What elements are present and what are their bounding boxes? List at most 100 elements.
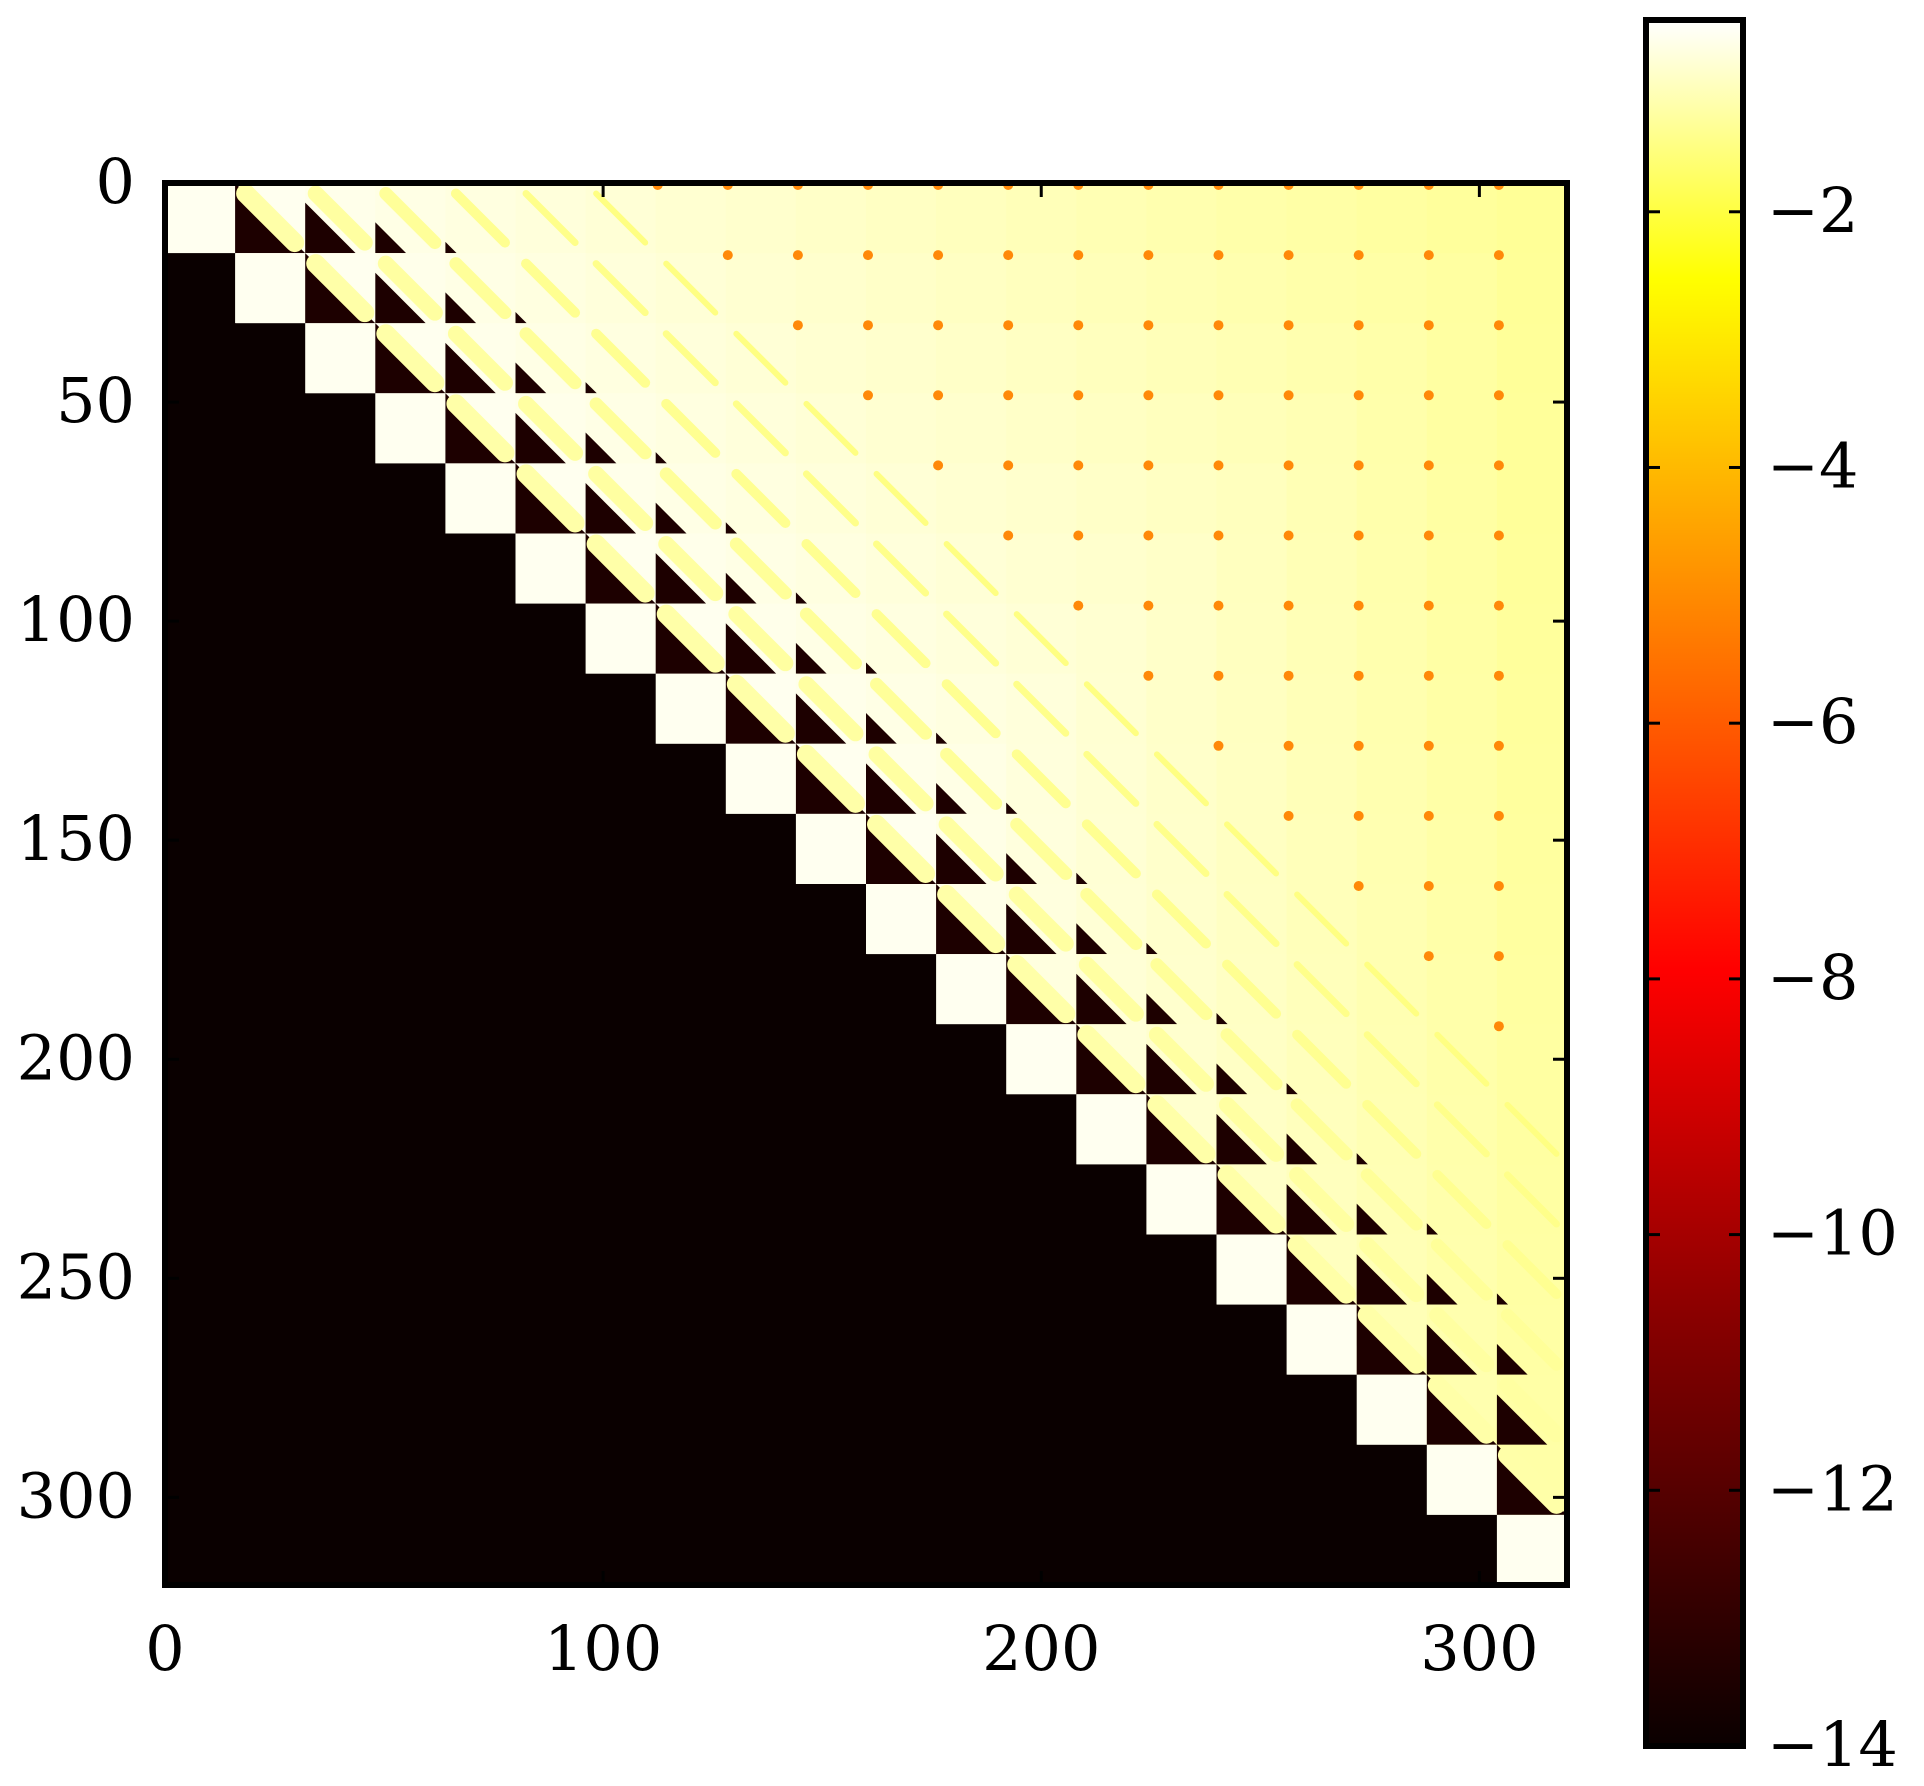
heatmap-cell [515,673,587,745]
heatmap-cell [375,884,446,955]
heatmap-cell [375,743,446,815]
heatmap-cell [655,1374,727,1446]
heatmap-cell [936,1444,1007,1516]
heatmap-cell-dark-triangle [936,732,948,744]
heatmap-cell [165,253,236,324]
heatmap-cell-stripe [306,254,375,323]
heatmap-cell [1076,393,1147,464]
heatmap-cell [235,954,306,1025]
y-tick-label: 50 [56,364,135,437]
heatmap-cell-corner [1353,320,1364,331]
heatmap-cell-stripe [803,400,859,456]
heatmap-cell-stripe [593,190,649,246]
heatmap-cell [235,1164,306,1236]
heatmap-cell [165,393,236,464]
y-tick-label: 100 [17,583,135,656]
heatmap-cell-stripe [873,540,930,597]
heatmap-cell-corner [1493,951,1504,962]
colorbar-tick-label: −12 [1767,1452,1898,1525]
heatmap-cell [1496,253,1568,324]
heatmap-cell-corner [1493,530,1504,541]
heatmap-cell-stripe [1147,1095,1216,1164]
heatmap-cell [515,1094,587,1165]
heatmap-cell [1286,463,1358,535]
heatmap-cell [165,884,236,955]
heatmap-cell-corner [1353,250,1364,261]
heatmap-cell [795,1234,867,1306]
heatmap-cell-dark-triangle [725,623,777,674]
heatmap-cell [1216,323,1288,394]
heatmap-cell [795,1514,867,1586]
heatmap-cell [1426,884,1498,955]
heatmap-cell [1496,183,1568,254]
heatmap-cell [375,1234,446,1306]
heatmap-cell-stripe [1364,961,1420,1017]
heatmap-cell [515,1304,587,1376]
heatmap-cell [866,954,937,1025]
heatmap-cell [1006,533,1077,605]
heatmap-cell-stripe [236,184,305,253]
heatmap-cell-dark-triangle [655,452,667,464]
heatmap-cell-corner [1353,390,1364,401]
heatmap-cell-stripe [307,185,373,251]
heatmap-cell [1146,1374,1218,1446]
heatmap-cell-dark-triangle [866,763,917,814]
heatmap-cell [795,1164,867,1236]
heatmap-cell [165,743,236,815]
heatmap-cell [375,1094,446,1165]
heatmap-cell [1146,253,1218,324]
heatmap-cell [235,1234,306,1306]
heatmap-cell [725,1164,797,1236]
heatmap-cell [1076,533,1147,605]
heatmap-cell [725,1444,797,1516]
heatmap-cell [1356,1514,1428,1586]
heatmap-cell [305,323,376,394]
heatmap-cell [235,743,306,815]
heatmap-cell [515,1374,587,1446]
heatmap-cell [445,533,517,605]
heatmap-cell [305,463,376,535]
heatmap-cell [725,1234,797,1306]
heatmap-cell [866,1514,937,1586]
heatmap-cell [1356,743,1428,815]
heatmap-cell-stripe [1360,1168,1423,1231]
heatmap-cell-corner [1493,390,1504,401]
heatmap-cell [1426,183,1498,254]
heatmap-cell [866,1234,937,1306]
heatmap-cell-stripe [1362,1099,1422,1159]
heatmap-cell-stripe [938,816,1004,882]
heatmap-cell-stripe [798,676,864,742]
heatmap-cell-dark-triangle [585,382,597,394]
heatmap-cell-dark-triangle [1356,1254,1408,1305]
heatmap-cell [235,1094,306,1165]
heatmap-cell [1146,603,1218,675]
heatmap-cell [585,813,657,885]
heatmap-cell-corner [1213,600,1224,611]
heatmap-cell [1146,533,1218,605]
heatmap-cell-stripe [943,610,1000,667]
heatmap-cell [585,743,657,815]
heatmap-cell-corner [933,460,944,471]
heatmap-cell [1006,1094,1077,1165]
heatmap-cell-corner [1283,600,1294,611]
heatmap-cell-dark-triangle [1076,923,1108,955]
heatmap-cell [235,1374,306,1446]
heatmap-cell [866,183,937,254]
heatmap-cell-dark-triangle [795,642,827,674]
heatmap-cell-stripe [1220,1028,1283,1091]
heatmap-cell-corner [1213,250,1224,261]
heatmap-cell [936,1024,1007,1095]
heatmap-cell-corner [1213,530,1224,541]
heatmap-cell [515,1514,587,1586]
heatmap-cell [235,1514,306,1586]
heatmap-cell-stripe [728,606,794,672]
heatmap-cell-dark-triangle [936,833,987,884]
heatmap-cell [1006,1164,1077,1236]
heatmap-cell-stripe [659,467,722,530]
heatmap-cell-dark-triangle [1356,1203,1388,1235]
heatmap-cell-dark-triangle [1426,1223,1439,1235]
heatmap-cell-corner [1283,810,1294,821]
heatmap-cell [866,1024,937,1095]
heatmap-cell [1146,183,1218,254]
heatmap-cell [1496,743,1568,815]
